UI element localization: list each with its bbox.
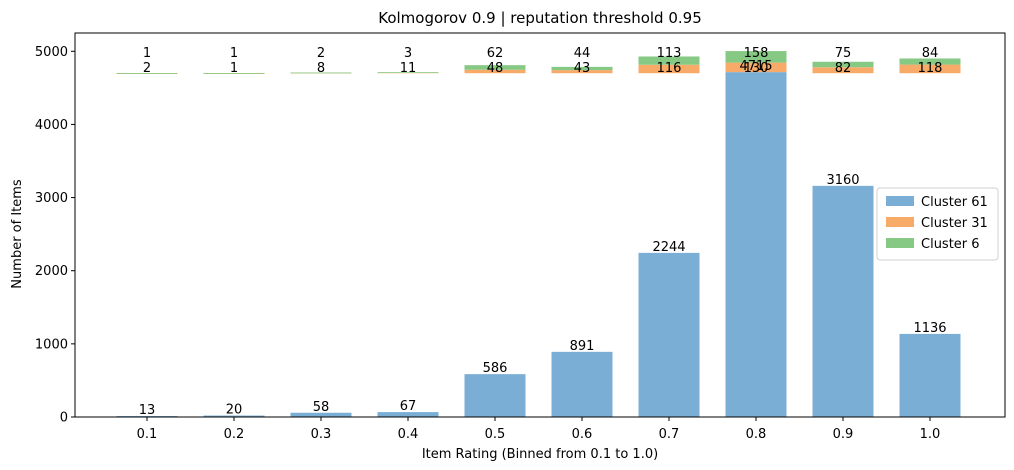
- legend-label: Cluster 61: [921, 195, 988, 210]
- legend-swatch: [886, 217, 914, 227]
- y-tick-label: 1000: [35, 337, 68, 352]
- bar-cluster-6: [638, 56, 700, 65]
- x-tick-label: 0.5: [485, 427, 506, 442]
- data-label-cluster-31: 11: [400, 61, 417, 76]
- data-label-cluster-31: 43: [574, 61, 591, 76]
- y-tick-label: 0: [60, 411, 68, 426]
- data-label-cluster-31: 2: [143, 61, 151, 76]
- x-tick-label: 0.8: [746, 427, 767, 442]
- data-label-cluster-31: 48: [487, 61, 504, 76]
- data-label-cluster-31: 1: [230, 61, 238, 76]
- data-label-cluster-6: 2: [317, 46, 325, 61]
- data-label-cluster-61: 3160: [826, 173, 859, 188]
- legend-label: Cluster 31: [921, 216, 988, 231]
- data-label-cluster-6: 75: [835, 46, 852, 61]
- bar-cluster-6: [290, 72, 352, 74]
- data-label-cluster-61: 1136: [913, 321, 946, 336]
- bar-cluster-6: [812, 61, 874, 68]
- bar-cluster-6: [551, 66, 613, 71]
- bar-cluster-61: [899, 333, 961, 417]
- bar-cluster-31: [638, 64, 700, 74]
- y-tick-label: 5000: [35, 45, 68, 60]
- y-tick-label: 3000: [35, 191, 68, 206]
- data-label-cluster-6: 1: [230, 46, 238, 61]
- bar-cluster-61: [290, 412, 352, 417]
- bar-cluster-31: [725, 62, 787, 73]
- bar-cluster-31: [812, 67, 874, 74]
- data-label-cluster-61: 13: [139, 403, 156, 418]
- x-tick-label: 0.2: [224, 427, 245, 442]
- data-label-cluster-61: 586: [483, 361, 508, 376]
- x-tick-label: 0.6: [572, 427, 593, 442]
- x-tick-label: 0.3: [311, 427, 332, 442]
- data-label-cluster-31: 130: [744, 61, 769, 76]
- data-label-cluster-6: 3: [404, 46, 412, 61]
- bar-cluster-61: [812, 185, 874, 417]
- data-label-cluster-61: 4715: [739, 59, 772, 74]
- data-label-cluster-31: 8: [317, 61, 325, 76]
- bar-cluster-31: [464, 69, 526, 74]
- bar-cluster-31: [551, 70, 613, 74]
- chart-title: Kolmogorov 0.9 | reputation threshold 0.…: [378, 9, 702, 27]
- bar-labels: 1321201158826711358648628914344224411611…: [139, 46, 947, 418]
- data-label-cluster-31: 82: [835, 61, 852, 76]
- bar-cluster-6: [377, 72, 439, 74]
- y-axis-label: Number of Items: [10, 179, 25, 289]
- legend-swatch: [886, 238, 914, 248]
- bar-cluster-6: [116, 73, 178, 74]
- x-tick-label: 1.0: [920, 427, 941, 442]
- data-label-cluster-6: 1: [143, 46, 151, 61]
- bar-cluster-61: [203, 415, 265, 417]
- bar-cluster-61: [638, 252, 700, 417]
- x-tick-label: 0.7: [659, 427, 680, 442]
- bar-cluster-6: [899, 58, 961, 65]
- axes: 0.1 0.2 0.3 0.4 0.5 0.6 0.7 0.8 0.9 1.0 0 1000 2000 3…: [35, 32, 1006, 442]
- data-label-cluster-6: 84: [922, 46, 939, 61]
- bar-cluster-6: [725, 51, 787, 63]
- x-tick-label: 0.4: [398, 427, 419, 442]
- data-label-cluster-6: 62: [487, 46, 504, 61]
- x-tick-label: 0.1: [137, 427, 158, 442]
- y-tick-label: 4000: [35, 118, 68, 133]
- bar-cluster-61: [725, 72, 787, 417]
- data-label-cluster-6: 158: [744, 46, 769, 61]
- data-label-cluster-61: 67: [400, 399, 417, 414]
- bar-cluster-31: [899, 64, 961, 74]
- legend-label: Cluster 6: [921, 237, 980, 252]
- data-label-cluster-61: 20: [226, 403, 243, 418]
- data-label-cluster-31: 116: [657, 61, 682, 76]
- bar-cluster-61: [377, 412, 439, 417]
- bar-cluster-61: [551, 351, 613, 417]
- legend: Cluster 61 Cluster 31 Cluster 6: [876, 187, 999, 261]
- data-label-cluster-61: 891: [570, 339, 595, 354]
- x-tick-label: 0.9: [833, 427, 854, 442]
- data-label-cluster-6: 44: [574, 46, 591, 61]
- bars: [116, 51, 961, 417]
- data-label-cluster-61: 58: [313, 400, 330, 415]
- bar-cluster-61: [464, 374, 526, 417]
- data-label-cluster-6: 113: [657, 46, 682, 61]
- x-axis-label: Item Rating (Binned from 0.1 to 1.0): [422, 447, 658, 462]
- data-label-cluster-61: 2244: [652, 240, 685, 255]
- data-label-cluster-31: 118: [918, 61, 943, 76]
- bar-cluster-6: [203, 73, 265, 74]
- plot-frame: [74, 32, 1006, 418]
- legend-swatch: [886, 196, 914, 206]
- y-tick-label: 2000: [35, 264, 68, 279]
- bar-cluster-6: [464, 65, 526, 70]
